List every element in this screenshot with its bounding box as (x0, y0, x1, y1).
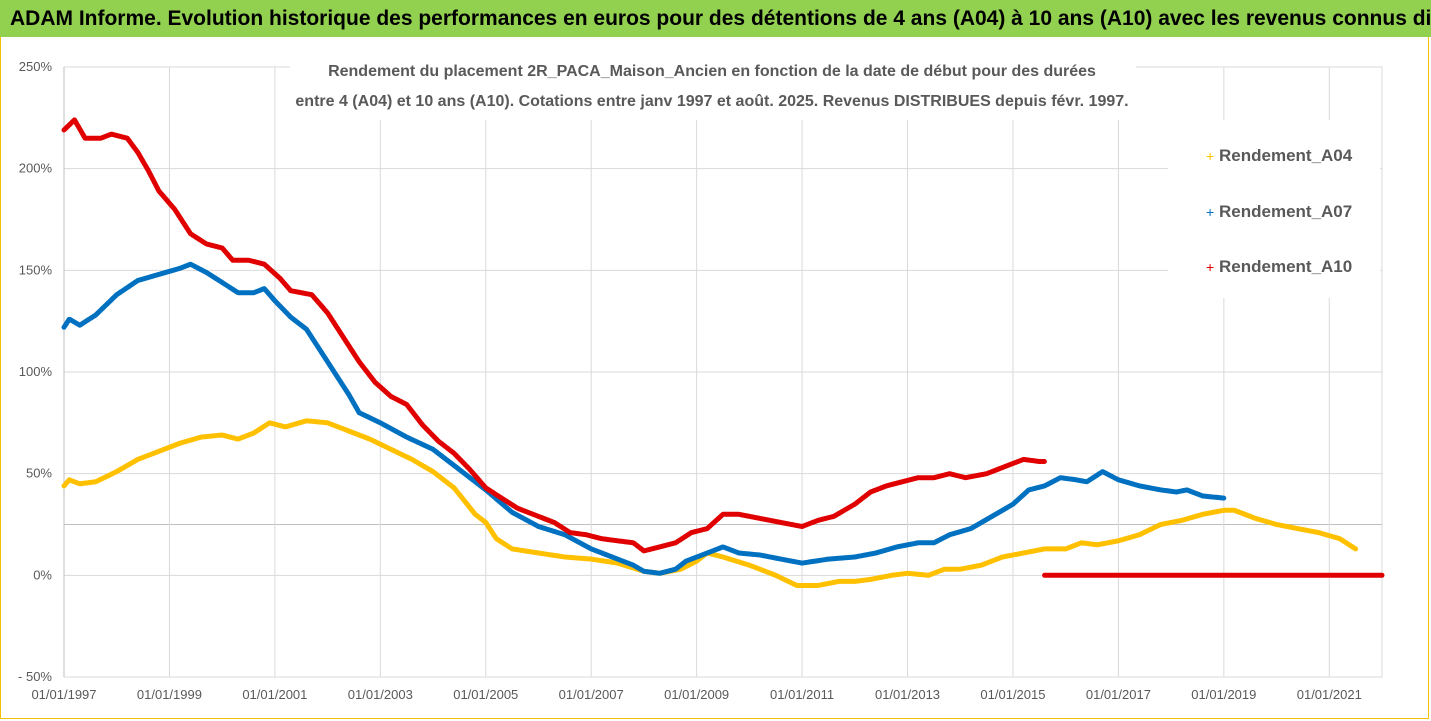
x-tick-label: 01/01/2011 (770, 687, 834, 702)
series-layer (61, 117, 1385, 588)
x-tick-label: 01/01/2009 (664, 687, 729, 702)
y-tick-label: 200% (19, 161, 53, 176)
subtitle-background (290, 52, 1136, 120)
legend-label-a04: Rendement_A04 (1219, 146, 1353, 165)
x-tick-label: 01/01/2015 (980, 687, 1045, 702)
legend-marker-a10: + (1206, 259, 1214, 275)
chart-subtitle-line-1: Rendement du placement 2R_PACA_Maison_An… (328, 63, 1096, 80)
y-tick-label: 100% (19, 364, 53, 379)
chart-subtitle-line-2: entre 4 (A04) et 10 ans (A10). Cotations… (295, 93, 1128, 110)
y-tick-label: 250% (19, 59, 53, 74)
x-tick-label: 01/01/2017 (1086, 687, 1151, 702)
legend: + Rendement_A04 + Rendement_A07 + Rendem… (1168, 120, 1380, 298)
y-tick-label: 50% (26, 466, 52, 481)
x-tick-label: 01/01/2013 (875, 687, 940, 702)
legend-marker-a07: + (1206, 204, 1214, 220)
x-tick-label: 01/01/2003 (348, 687, 413, 702)
x-tick-label: 01/01/2019 (1191, 687, 1256, 702)
y-axis: - 50% 0% 50% 100% 150% 200% 250% (18, 59, 65, 684)
x-tick-label: 01/01/2001 (242, 687, 307, 702)
x-tick-label: 01/01/1999 (137, 687, 202, 702)
x-tick-label: 01/01/1997 (31, 687, 96, 702)
legend-label-a07: Rendement_A07 (1219, 202, 1352, 221)
legend-label-a10: Rendement_A10 (1219, 257, 1352, 276)
legend-marker-a04: + (1206, 148, 1214, 164)
series-line-a10 (61, 117, 1048, 554)
x-tick-label: 01/01/2005 (453, 687, 518, 702)
series-line-a04 (61, 418, 1359, 588)
x-tick-label: 01/01/2007 (559, 687, 624, 702)
x-tick-label: 01/01/2021 (1297, 687, 1362, 702)
y-tick-label: - 50% (18, 669, 52, 684)
y-tick-label: 150% (19, 262, 53, 277)
page-title: ADAM Informe. Evolution historique des p… (0, 0, 1431, 37)
legend-background (1168, 120, 1380, 298)
x-axis: 01/01/1997 01/01/1999 01/01/2001 01/01/2003… (31, 687, 1361, 702)
series-line-a07 (61, 261, 1227, 576)
y-tick-label: 0% (33, 567, 52, 582)
